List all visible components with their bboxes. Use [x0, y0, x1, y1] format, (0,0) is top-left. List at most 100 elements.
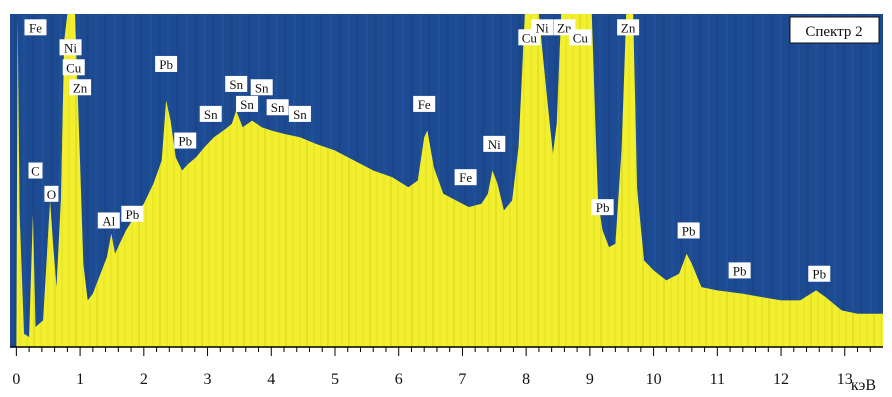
peak-label: Ni — [59, 39, 82, 56]
peak-label: Pb — [155, 55, 178, 72]
peak-label-box — [288, 105, 311, 122]
peak-label-box — [617, 19, 640, 36]
peak-label-box — [250, 79, 273, 96]
background-stripe — [806, 14, 809, 347]
peak-label-text: Pb — [178, 134, 192, 149]
background-stripe — [761, 14, 764, 347]
peak-label: Sn — [266, 99, 289, 116]
peak-label-box — [155, 55, 178, 72]
x-tick-label: 0 — [12, 371, 20, 388]
area-stripe — [215, 14, 217, 347]
peak-label: Sn — [225, 75, 248, 92]
background-stripe — [500, 14, 503, 347]
background-stripe — [617, 14, 620, 347]
peak-label-text: Fe — [459, 170, 472, 185]
area-stripe — [313, 14, 315, 347]
area-stripe — [278, 14, 280, 347]
background-stripe — [95, 14, 98, 347]
peak-label-text: Pb — [125, 207, 139, 222]
x-axis-unit: кэВ — [851, 377, 876, 394]
peak-label-text: Pb — [812, 267, 826, 282]
background-stripe — [770, 14, 773, 347]
area-stripe — [376, 14, 378, 347]
area-stripe — [236, 14, 238, 347]
x-tick-label: 13 — [837, 371, 853, 388]
peak-label-box — [174, 132, 197, 149]
peak-label-text: Al — [102, 213, 115, 228]
x-tick-labels: 0 1 2 3 4 5 6 7 8 9 10 11 12 13 — [12, 371, 852, 388]
background-stripe — [86, 14, 89, 347]
background-stripe — [797, 14, 800, 347]
background-stripe — [14, 14, 17, 347]
background-stripe — [41, 14, 44, 347]
peak-label-box — [569, 29, 592, 46]
peak-label-text: Zn — [557, 20, 572, 35]
area-stripe — [551, 14, 553, 347]
background-stripe — [131, 14, 134, 347]
peak-label-text: Ni — [64, 40, 77, 55]
background-stripe — [788, 14, 791, 347]
area-stripe — [306, 14, 308, 347]
background-stripe — [716, 14, 719, 347]
peak-label-text: Zn — [621, 20, 636, 35]
area-stripe — [544, 14, 546, 347]
area-stripe — [362, 14, 364, 347]
peak-label-box — [24, 19, 47, 36]
x-tick-label: 1 — [76, 371, 84, 388]
background-stripe — [401, 14, 404, 347]
peak-label: Zn — [69, 79, 92, 96]
x-tick-label: 4 — [267, 371, 275, 388]
background-stripe — [644, 14, 647, 347]
area-stripe — [369, 14, 371, 347]
peak-label-text: Sn — [229, 77, 243, 92]
area-stripe — [222, 14, 224, 347]
peak-label-text: Pb — [159, 57, 173, 72]
background-stripe — [680, 14, 683, 347]
x-tick-label: 8 — [522, 371, 530, 388]
legend-frame — [789, 16, 880, 44]
area-stripe — [579, 14, 581, 347]
background-stripe — [869, 14, 872, 347]
background-stripe — [743, 14, 746, 347]
peak-label-box — [199, 105, 222, 122]
background-stripe — [122, 14, 125, 347]
area-stripe — [593, 14, 595, 347]
peak-label-box — [62, 59, 85, 76]
peak-label-text: Zn — [73, 80, 88, 95]
background-stripe — [113, 14, 116, 347]
background-stripe — [662, 14, 665, 347]
x-tick-label: 12 — [773, 371, 789, 388]
peak-label-text: O — [47, 187, 56, 202]
peak-label-text: Sn — [271, 100, 285, 115]
peak-label: Sn — [288, 105, 311, 122]
peak-label-box — [454, 169, 477, 186]
area-stripe — [257, 14, 259, 347]
peak-label: Cu — [62, 59, 85, 76]
peak-label: Pb — [808, 265, 831, 282]
peak-label-box — [121, 205, 144, 222]
background-stripe — [815, 14, 818, 347]
background-stripe — [878, 14, 881, 347]
peak-label: Pb — [174, 132, 197, 149]
peak-label: C — [28, 162, 43, 179]
background-stripe — [140, 14, 143, 347]
peak-label: Ni — [483, 135, 506, 152]
peak-label: Sn — [236, 95, 259, 112]
area-stripe — [299, 14, 301, 347]
spectrum-legend-box: Спектр 2 — [789, 16, 880, 44]
peak-label-text: Sn — [255, 80, 269, 95]
x-tick-label: 9 — [586, 371, 594, 388]
area-stripe — [432, 14, 434, 347]
background-stripe — [23, 14, 26, 347]
peak-label-box — [236, 95, 259, 112]
background-stripe — [824, 14, 827, 347]
peak-label: Zn — [617, 19, 640, 36]
area-stripe — [383, 14, 385, 347]
area-stripe — [229, 14, 231, 347]
peak-label: Sn — [250, 79, 273, 96]
peak-label-box — [591, 199, 614, 216]
peak-label: Cu — [569, 29, 592, 46]
peak-label: Pb — [121, 205, 144, 222]
area-stripe — [425, 14, 427, 347]
